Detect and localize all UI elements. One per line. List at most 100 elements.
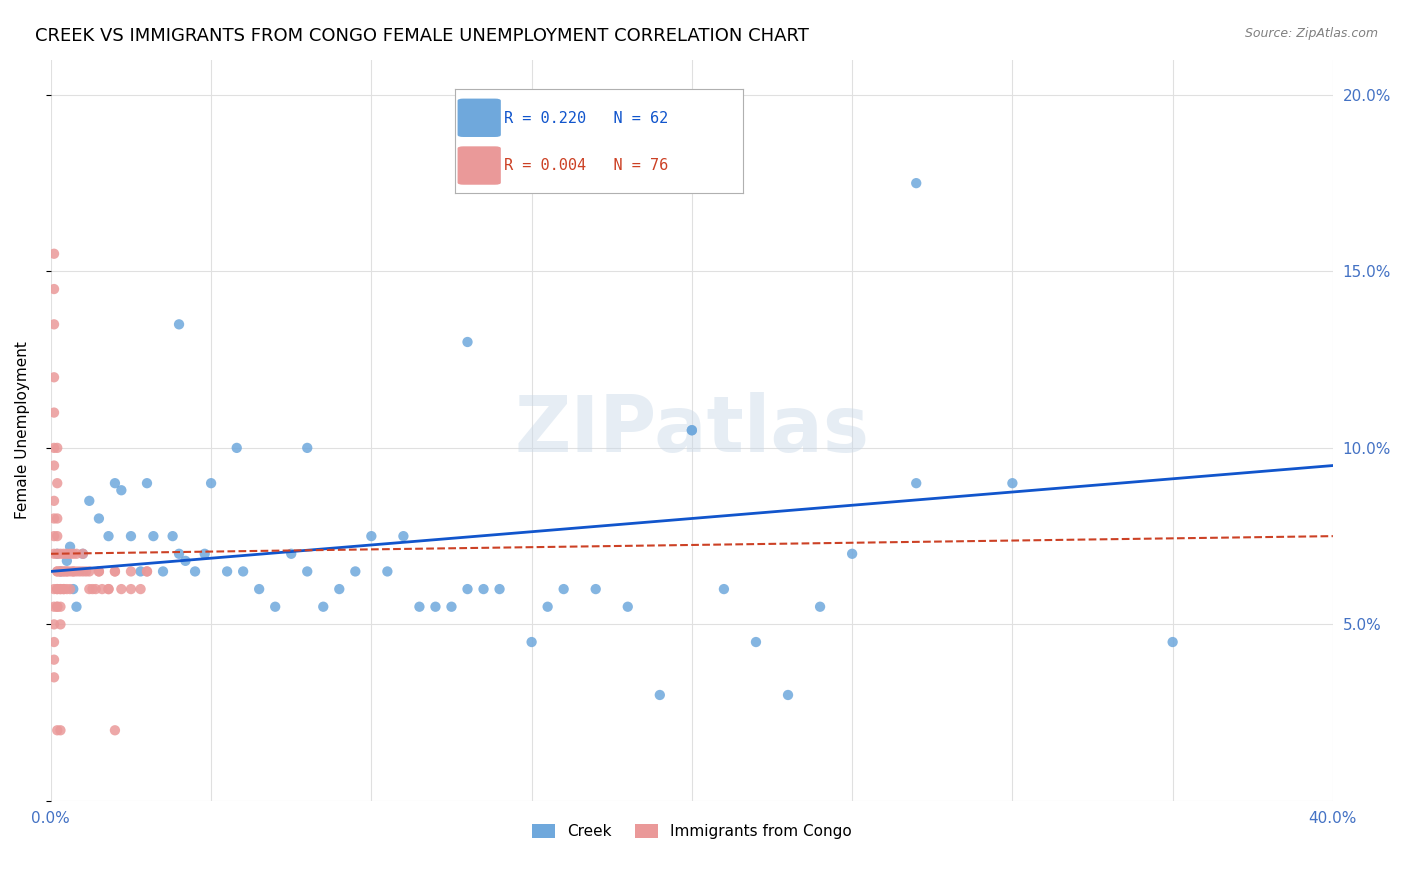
Point [745,635,768,649]
Point [52,565,75,579]
Point [46,582,69,596]
Point [49,599,72,614]
Point [42,318,65,332]
Point [79,565,101,579]
Point [162,529,184,543]
Point [79,493,101,508]
Point [536,599,558,614]
Point [46,582,69,596]
Point [42,282,65,296]
Point [457,582,479,596]
Point [472,582,495,596]
Point [217,565,239,579]
Point [905,476,928,491]
Point [46,547,69,561]
Point [56,582,79,596]
Point [42,246,65,260]
Point [52,565,75,579]
Point [97,529,120,543]
Point [264,599,287,614]
Point [91,582,114,596]
Point [49,565,72,579]
Point [104,565,127,579]
Point [59,582,82,596]
Point [42,441,65,455]
Point [46,476,69,491]
Point [42,653,65,667]
Point [360,529,382,543]
Point [42,599,65,614]
Point [232,565,254,579]
Point [52,582,75,596]
Point [42,511,65,525]
Point [59,565,82,579]
Point [56,554,79,568]
Point [46,599,69,614]
Point [104,723,127,738]
Point [120,565,142,579]
Point [520,635,543,649]
Point [457,334,479,349]
Point [120,529,142,543]
Point [65,565,87,579]
Point [82,582,104,596]
Point [167,318,190,332]
Point [1001,476,1024,491]
Point [46,547,69,561]
Point [392,529,415,543]
Point [174,554,197,568]
Point [49,547,72,561]
Point [184,565,207,579]
Point [377,565,399,579]
Point [648,688,671,702]
Point [52,547,75,561]
Point [56,565,79,579]
Point [344,565,367,579]
Point [129,582,152,596]
Point [200,476,222,491]
Point [110,483,132,498]
Point [167,547,190,561]
Point [72,565,94,579]
Point [905,176,928,190]
Point [408,599,430,614]
Point [104,476,127,491]
Y-axis label: Female Unemployment: Female Unemployment [15,342,30,519]
Point [75,565,97,579]
Point [62,582,84,596]
Point [49,582,72,596]
Point [42,617,65,632]
Point [79,582,101,596]
Point [120,582,142,596]
Point [49,723,72,738]
Point [65,599,87,614]
Point [42,370,65,384]
Point [42,547,65,561]
Point [1161,635,1184,649]
Point [142,529,165,543]
Point [46,723,69,738]
Point [56,547,79,561]
Point [42,493,65,508]
Point [136,565,159,579]
Point [49,617,72,632]
Point [46,599,69,614]
Point [280,547,302,561]
Point [808,599,831,614]
Point [46,565,69,579]
Point [59,540,82,554]
Point [42,582,65,596]
Text: CREEK VS IMMIGRANTS FROM CONGO FEMALE UNEMPLOYMENT CORRELATION CHART: CREEK VS IMMIGRANTS FROM CONGO FEMALE UN… [35,27,808,45]
Point [104,565,127,579]
Point [87,565,110,579]
Point [136,476,159,491]
Point [225,441,247,455]
Point [65,547,87,561]
Point [297,565,319,579]
Point [84,582,107,596]
Point [52,582,75,596]
Point [841,547,863,561]
Point [62,565,84,579]
Point [585,582,607,596]
Point [297,441,319,455]
